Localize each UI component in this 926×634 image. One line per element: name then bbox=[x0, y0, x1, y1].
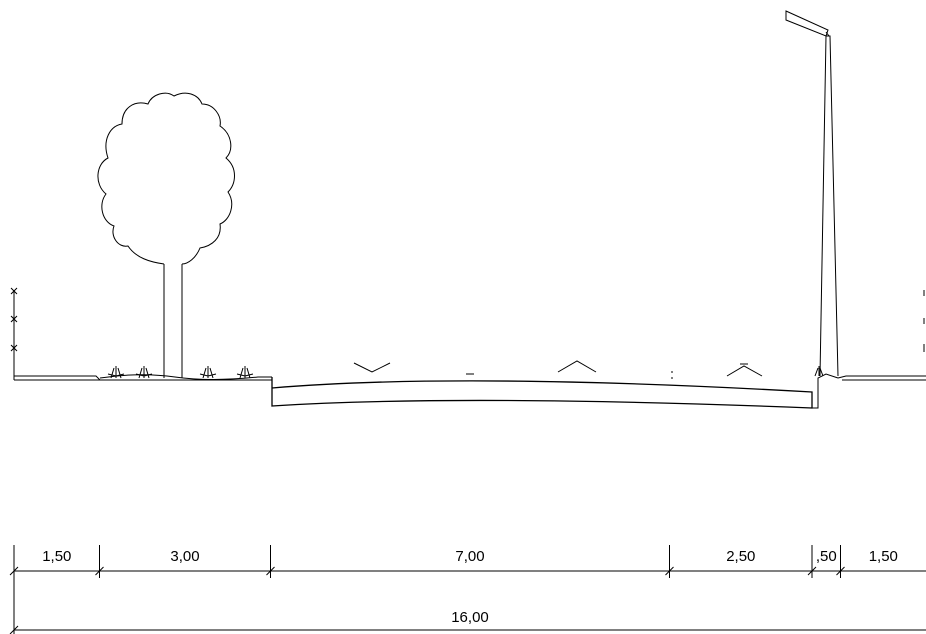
dimension-label: 1,50 bbox=[42, 548, 71, 565]
left-sidewalk bbox=[14, 375, 102, 381]
dimension-tick bbox=[95, 566, 104, 576]
left-fence bbox=[10, 287, 18, 380]
dimension-label: 7,00 bbox=[455, 548, 484, 565]
dimension-tick bbox=[665, 566, 674, 576]
total-dimension: 16,00 bbox=[9, 545, 926, 634]
dimension-label: 3,00 bbox=[170, 548, 199, 565]
dimension-label: 1,50 bbox=[869, 548, 898, 565]
total-left-tick bbox=[9, 625, 19, 634]
green-strip bbox=[99, 374, 272, 381]
road-symbols bbox=[353, 360, 763, 379]
right-sidewalk bbox=[837, 375, 926, 381]
dimension-label: 2,50 bbox=[726, 548, 755, 565]
street-lamp bbox=[785, 10, 839, 377]
right-strip bbox=[812, 366, 839, 409]
dimension-tick bbox=[836, 566, 845, 576]
road bbox=[271, 377, 813, 409]
total-dimension-label: 16,00 bbox=[451, 609, 489, 626]
grass-tufts bbox=[107, 366, 254, 379]
dimension-chain: 1,50 3,00 7,00 2,50 ,50 1,50 bbox=[9, 545, 926, 578]
dimension-tick bbox=[266, 566, 275, 576]
tree bbox=[97, 92, 235, 378]
dimension-tick bbox=[807, 566, 817, 576]
dimension-label: ,50 bbox=[816, 548, 837, 565]
